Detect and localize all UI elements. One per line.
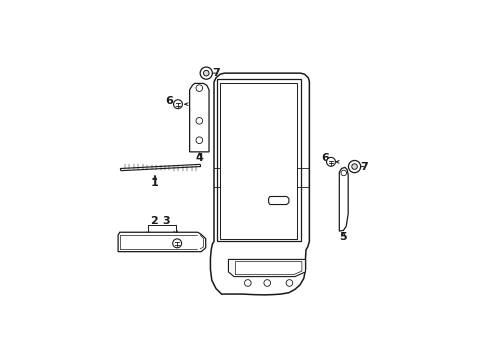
- Text: 7: 7: [359, 162, 367, 172]
- Polygon shape: [210, 73, 309, 295]
- Circle shape: [244, 280, 251, 286]
- Text: 4: 4: [195, 153, 203, 163]
- Circle shape: [340, 170, 346, 176]
- Polygon shape: [268, 197, 288, 204]
- Text: 6: 6: [165, 96, 173, 107]
- Circle shape: [196, 117, 202, 124]
- Text: 1: 1: [151, 177, 159, 188]
- Circle shape: [203, 70, 208, 76]
- Circle shape: [351, 164, 357, 169]
- Polygon shape: [120, 164, 200, 171]
- Text: 7: 7: [212, 68, 220, 78]
- Circle shape: [326, 157, 335, 166]
- Polygon shape: [228, 260, 305, 276]
- Text: 5: 5: [339, 232, 346, 242]
- Text: 6: 6: [320, 153, 328, 163]
- Circle shape: [264, 280, 270, 286]
- Polygon shape: [339, 167, 347, 231]
- Polygon shape: [189, 84, 208, 152]
- Polygon shape: [235, 262, 301, 275]
- Circle shape: [200, 67, 212, 79]
- Polygon shape: [220, 84, 297, 239]
- Circle shape: [285, 280, 292, 286]
- Polygon shape: [118, 232, 205, 252]
- Text: 2: 2: [149, 216, 157, 226]
- Text: 3: 3: [162, 216, 169, 226]
- Circle shape: [348, 161, 360, 173]
- Circle shape: [196, 85, 202, 91]
- Polygon shape: [216, 79, 300, 242]
- Circle shape: [172, 239, 181, 248]
- Circle shape: [196, 137, 202, 144]
- Circle shape: [173, 100, 182, 109]
